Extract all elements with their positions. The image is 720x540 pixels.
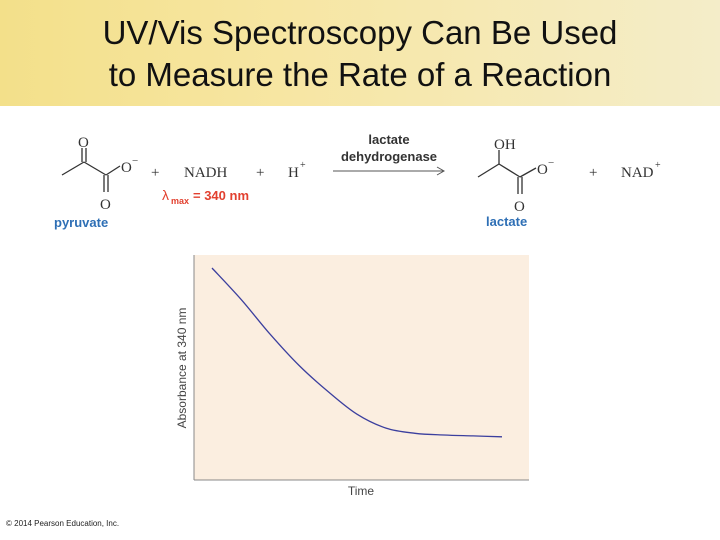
x-axis-label: Time (348, 484, 375, 498)
proton-text: H (288, 165, 299, 181)
reaction-arrow (333, 166, 446, 176)
title-line-1: UV/Vis Spectroscopy Can Be Used (102, 14, 618, 51)
plus-sign-3: + (589, 165, 597, 181)
lactate-anion-o: O (537, 162, 548, 178)
lambda-value: = 340 nm (193, 188, 249, 203)
enzyme-name-line-1: lactate (368, 132, 409, 147)
lactate-label: lactate (486, 214, 527, 229)
title-line-2: to Measure the Rate of a Reaction (108, 56, 612, 93)
proton-charge: + (300, 160, 306, 171)
lactate-hydroxyl: OH (494, 137, 516, 153)
lambda-symbol: λ (162, 187, 169, 203)
absorbance-curve (211, 267, 503, 438)
lactate-structure (477, 150, 537, 194)
title-band (0, 0, 720, 106)
pyruvate-label: pyruvate (54, 215, 108, 230)
lactate-anion-charge: − (548, 157, 554, 169)
reaction-scheme: O O − O pyruvate + NADH + H + λ max = 34… (54, 132, 661, 230)
lambda-subscript: max (171, 196, 189, 206)
pyruvate-acid-o: O (100, 197, 111, 213)
nadh-text: NADH (184, 165, 227, 181)
nad-text: NAD (621, 165, 654, 181)
plus-sign-1: + (151, 165, 159, 181)
plot-area (194, 255, 529, 480)
pyruvate-anion-o: O (121, 160, 132, 176)
slide-title: UV/Vis Spectroscopy Can Be Used to Measu… (0, 12, 720, 96)
plus-sign-2: + (256, 165, 264, 181)
enzyme-name-line-2: dehydrogenase (341, 149, 437, 164)
lactate-acid-o: O (514, 199, 525, 215)
nad-charge: + (655, 160, 661, 171)
absorbance-plot: Time Absorbance at 340 nm (175, 255, 529, 498)
pyruvate-ketone-o: O (78, 135, 89, 151)
pyruvate-anion-charge: − (132, 155, 138, 167)
copyright-notice: © 2014 Pearson Education, Inc. (6, 519, 120, 528)
y-axis-label: Absorbance at 340 nm (175, 308, 189, 429)
pyruvate-structure (61, 148, 121, 192)
